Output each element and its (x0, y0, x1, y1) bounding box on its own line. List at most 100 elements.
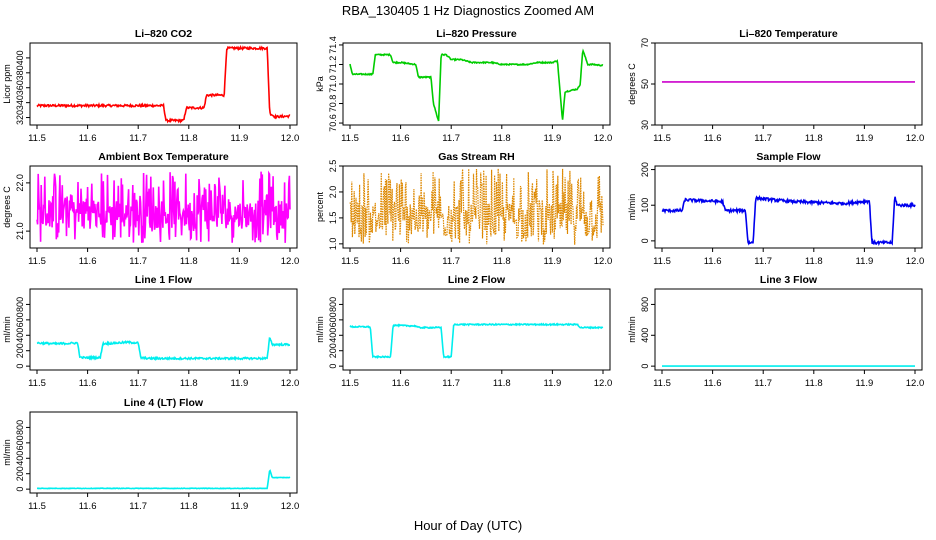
x-tick-label: 11.7 (442, 378, 460, 389)
panel-title: Li–820 Pressure (436, 28, 517, 40)
panel-4: Ambient Box Temperature degrees C 11.5 11.6… (2, 151, 299, 267)
x-tick-label: 11.9 (544, 133, 562, 144)
y-tick-label: 400 (15, 328, 25, 343)
x-tick-label: 11.5 (653, 378, 671, 389)
y-tick-label: 21.0 (15, 222, 25, 240)
panel-3: Li–820 Temperature degrees C 11.5 11.6 11.7 1… (627, 28, 924, 144)
x-tick-label: 11.6 (79, 256, 97, 267)
x-tick-label: 11.6 (392, 133, 410, 144)
y-tick-label: 400 (640, 328, 650, 343)
y-axis-label: ml/min (2, 316, 12, 343)
x-tick-label: 11.9 (231, 256, 249, 267)
x-tick-label: 11.8 (180, 133, 198, 144)
x-tick-label: 12.0 (281, 378, 300, 389)
y-tick-label: 0 (15, 364, 25, 369)
y-tick-label: 2.5 (328, 160, 338, 173)
y-tick-label: 70 (640, 38, 650, 48)
x-tick-label: 11.9 (231, 501, 249, 512)
panel-title: Ambient Box Temperature (98, 151, 229, 163)
y-tick-label: 600 (15, 312, 25, 327)
x-tick-label: 11.7 (442, 133, 460, 144)
panel-frame (29, 411, 298, 494)
x-tick-label: 11.9 (544, 256, 562, 267)
y-tick-label: 30 (640, 120, 650, 130)
y-tick-label: 320 (15, 110, 25, 125)
x-tick-label: 11.9 (856, 133, 874, 144)
panel-title: Gas Stream RH (438, 151, 514, 163)
panel-title: Line 4 (LT) Flow (124, 397, 204, 409)
x-tick-label: 11.8 (493, 133, 511, 144)
x-tick-label: 11.7 (129, 501, 147, 512)
y-tick-label: 1.0 (328, 238, 338, 251)
y-tick-label: 70.6 (328, 114, 338, 132)
panel-8: Line 2 Flow ml/min 11.5 11.6 11.7 11.8 11.9 12.… (315, 274, 612, 389)
x-tick-label: 11.7 (442, 256, 460, 267)
x-tick-label: 11.6 (79, 133, 97, 144)
y-tick-label: 0 (15, 487, 25, 492)
series-line (349, 48, 604, 122)
x-tick-label: 12.0 (594, 133, 613, 144)
x-tick-label: 11.6 (704, 133, 722, 144)
y-tick-label: 71.0 (328, 75, 338, 93)
x-tick-label: 11.5 (341, 256, 359, 267)
x-tick-label: 11.8 (805, 256, 823, 267)
x-tick-label: 11.5 (653, 133, 671, 144)
x-tick-label: 11.5 (341, 378, 359, 389)
y-tick-label: 380 (15, 65, 25, 80)
y-axis-label: degrees C (2, 186, 12, 228)
y-axis-label: percent (315, 191, 325, 222)
y-axis-label: degrees C (627, 63, 637, 105)
panel-title: Line 3 Flow (760, 274, 818, 286)
x-tick-label: 11.7 (129, 256, 147, 267)
y-tick-label: 600 (15, 435, 25, 450)
figure-title: RBA_130405 1 Hz Diagnostics Zoomed AM (342, 3, 594, 18)
x-tick-label: 11.7 (754, 133, 772, 144)
series-line (36, 170, 291, 243)
x-tick-label: 11.9 (231, 133, 249, 144)
panel-9: Line 3 Flow ml/min 11.5 11.6 11.7 11.8 11.9 12.… (627, 274, 924, 389)
series-line (349, 168, 604, 245)
x-tick-label: 11.5 (341, 133, 359, 144)
panel-1: Li–820 CO2 Licor ppm 11.5 11.6 11.7 11.8 11.9 1… (2, 28, 299, 144)
x-tick-label: 11.5 (653, 256, 671, 267)
x-tick-label: 11.9 (856, 256, 874, 267)
panel-7: Line 1 Flow ml/min 11.5 11.6 11.7 11.8 11.9 12.… (2, 274, 299, 389)
y-tick-label: 1.5 (328, 212, 338, 225)
y-tick-label: 200 (640, 162, 650, 177)
y-axis-label: Licor ppm (2, 64, 12, 104)
panel-frame (654, 42, 923, 126)
panels: Li–820 CO2 Licor ppm 11.5 11.6 11.7 11.8 11.9 1… (2, 28, 924, 512)
panel-2: Li–820 Pressure kPa 11.5 11.6 11.7 11.8 11.9 12… (315, 28, 612, 144)
y-tick-label: 400 (15, 451, 25, 466)
y-tick-label: 400 (328, 328, 338, 343)
x-tick-label: 12.0 (281, 501, 300, 512)
x-tick-label: 11.6 (704, 378, 722, 389)
series-line (36, 337, 290, 362)
y-axis-label: ml/min (315, 316, 325, 343)
x-tick-label: 11.7 (129, 378, 147, 389)
y-axis-label: ml/min (2, 439, 12, 466)
x-tick-label: 11.8 (805, 378, 823, 389)
x-tick-label: 11.8 (805, 133, 823, 144)
y-tick-label: 0 (640, 364, 650, 369)
x-tick-label: 11.8 (180, 501, 198, 512)
x-tick-label: 12.0 (281, 256, 300, 267)
y-tick-label: 800 (15, 420, 25, 435)
x-tick-label: 12.0 (906, 378, 925, 389)
y-tick-label: 200 (328, 343, 338, 358)
x-tick-label: 11.5 (28, 501, 46, 512)
x-tick-label: 11.8 (180, 256, 198, 267)
panel-title: Line 2 Flow (448, 274, 506, 286)
panel-title: Line 1 Flow (135, 274, 193, 286)
x-tick-label: 12.0 (594, 256, 613, 267)
y-tick-label: 22.0 (15, 174, 25, 192)
series-line (36, 44, 291, 124)
y-axis-label: kPa (315, 76, 325, 92)
x-tick-label: 11.6 (79, 501, 97, 512)
y-tick-label: 360 (15, 80, 25, 95)
x-tick-label: 11.9 (856, 378, 874, 389)
series-line (37, 469, 291, 490)
panel-6: Sample Flow ml/min 11.5 11.6 11.7 11.8 11.9 12.… (627, 151, 924, 267)
x-tick-label: 11.6 (79, 378, 97, 389)
